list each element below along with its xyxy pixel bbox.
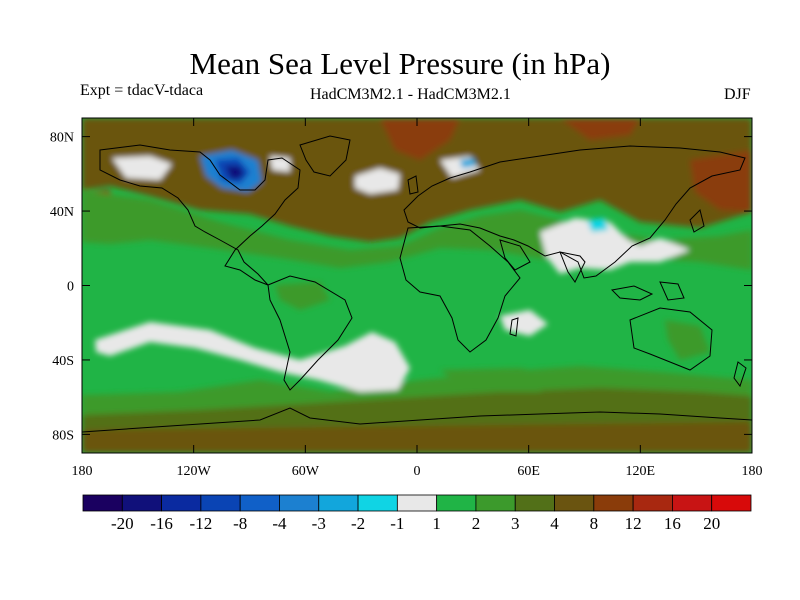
lon-tick-label: 120E: [626, 464, 656, 479]
colorbar-labels: -20 -16 -12 -8 -4 -3 -2 -1 1 2 3 4 8 12 16 20: [111, 514, 720, 533]
lon-tick-label: 180: [72, 464, 93, 479]
colorbar: [82, 494, 752, 512]
colorbar-swatch: [514, 494, 555, 512]
lat-tick-label: 80N: [50, 131, 74, 146]
experiment-label: Expt = tdacV-tdaca: [80, 82, 204, 99]
colorbar-label: 2: [472, 514, 481, 533]
colorbar-label: -1: [390, 514, 404, 533]
colorbar-swatch: [82, 494, 123, 512]
colorbar-label: -20: [111, 514, 134, 533]
lat-tick-label: 40N: [50, 205, 74, 220]
colorbar-swatch: [632, 494, 673, 512]
axis-ticks: [81, 118, 753, 453]
colorbar-swatch: [161, 494, 202, 512]
colorbar-swatch: [200, 494, 241, 512]
colorbar-label: 1: [432, 514, 441, 533]
colorbar-swatch: [593, 494, 634, 512]
lat-tick-label: 0: [67, 280, 74, 295]
lon-tick-label: 0: [414, 464, 421, 479]
colorbar-swatch: [396, 494, 438, 512]
colorbar-label: -3: [312, 514, 326, 533]
colorbar-swatch: [357, 494, 398, 512]
colorbar-swatch: [436, 494, 477, 512]
model-label: HadCM3M2.1 - HadCM3M2.1: [310, 86, 511, 103]
pressure-field: [82, 118, 752, 453]
colorbar-label: -12: [190, 514, 213, 533]
colorbar-swatch: [279, 494, 320, 512]
colorbar-swatch: [475, 494, 516, 512]
season-label: DJF: [724, 86, 751, 103]
coastlines: [82, 135, 752, 433]
colorbar-label: 16: [664, 514, 681, 533]
longitude-labels: 180 120W 60W 0 60E 120E 180: [72, 464, 763, 479]
colorbar-label: 4: [550, 514, 559, 533]
lon-tick-label: 180: [742, 464, 763, 479]
lat-tick-label: 80S: [52, 428, 74, 443]
colorbar-label: 3: [511, 514, 520, 533]
colorbar-swatch: [672, 494, 713, 512]
colorbar-label: 8: [590, 514, 599, 533]
lat-tick-label: 40S: [52, 354, 74, 369]
colorbar-label: -8: [233, 514, 247, 533]
latitude-labels: 80N 40N 0 40S 80S: [50, 131, 74, 444]
colorbar-label: 20: [703, 514, 720, 533]
colorbar-label: -2: [351, 514, 365, 533]
colorbar-swatch: [711, 494, 752, 512]
map-title: Mean Sea Level Pressure (in hPa): [189, 46, 611, 81]
colorbar-label: 12: [625, 514, 642, 533]
colorbar-swatch: [554, 494, 595, 512]
colorbar-swatch: [239, 494, 280, 512]
colorbar-label: -16: [150, 514, 173, 533]
colorbar-swatch: [318, 494, 359, 512]
lon-tick-label: 60W: [292, 464, 320, 479]
lon-tick-label: 120W: [177, 464, 212, 479]
colorbar-swatch: [121, 494, 162, 512]
lon-tick-label: 60E: [517, 464, 540, 479]
colorbar-label: -4: [272, 514, 287, 533]
